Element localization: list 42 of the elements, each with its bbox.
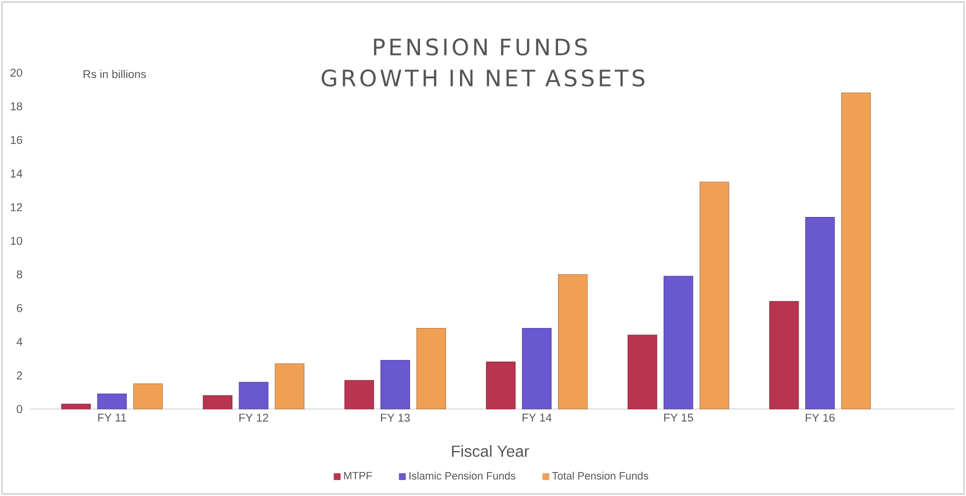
bar [202,395,232,410]
chart-title: PENSION FUNDS [374,38,587,56]
bar [805,217,835,410]
y-tick-label: 4 [16,338,22,346]
bar [558,274,588,410]
bar [97,394,127,410]
x-tick-label: FY 15 [664,414,694,422]
x-tick-label: FY 13 [381,414,410,422]
bar [344,380,374,410]
bar [486,362,516,410]
y-axis-title: Rs in billions [84,70,146,78]
x-tick-label: FY 16 [806,414,835,422]
y-tick-label: 6 [16,304,22,312]
legend-label: Islamic Pension Funds [409,472,516,480]
bar [522,328,552,410]
x-tick-label: FY 14 [522,414,552,422]
bar [700,182,730,410]
y-tick-label: 2 [16,371,22,380]
y-tick-label: 0 [16,404,22,414]
bar [133,384,163,410]
bar [238,382,268,410]
y-tick-label: 12 [10,203,22,212]
bar [664,276,694,410]
bar [769,301,799,410]
bar [380,360,410,410]
x-axis-title: Fiscal Year [452,445,530,457]
y-tick-label: 10 [10,236,22,245]
y-tick-label: 20 [10,68,22,77]
legend-label: MTPF [344,472,372,480]
bar [61,404,91,410]
bar [628,334,658,410]
y-tick-label: 18 [10,102,22,110]
legend-label: Total Pension Funds [552,472,648,480]
x-tick-label: FY 11 [98,414,126,422]
y-tick-label: 8 [16,270,22,278]
x-tick-label: FY 12 [239,414,268,422]
chart-subtitle: GROWTH IN NET ASSETS [322,69,644,87]
bar [841,92,871,410]
bar [274,363,304,410]
y-tick-label: 14 [10,170,22,178]
y-tick-label: 16 [10,136,22,144]
bar [416,328,446,410]
